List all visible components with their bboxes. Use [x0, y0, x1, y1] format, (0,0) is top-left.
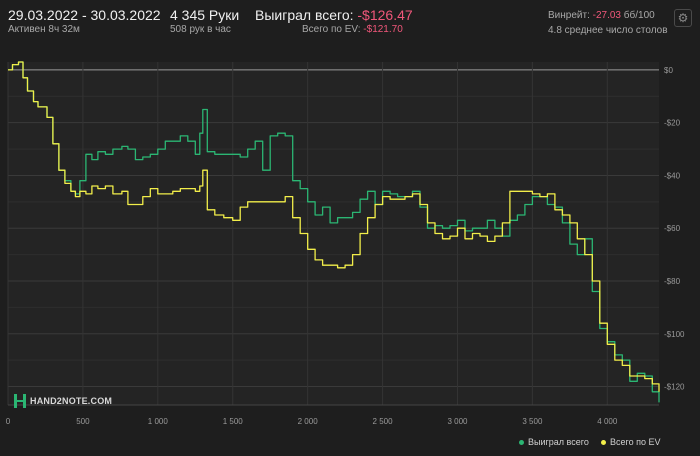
winrate-value: -27.03	[592, 10, 621, 21]
hand2note-logo-icon	[14, 394, 26, 408]
x-tick-label: 0	[6, 417, 11, 426]
legend-won-marker	[519, 440, 524, 446]
winrate-label: Винрейт:	[548, 10, 590, 21]
x-tick-label: 2 500	[373, 417, 394, 426]
winrate-unit: бб/100	[623, 10, 655, 21]
ev-total: Всего по EV: -$121.70	[302, 24, 403, 35]
series-won-line	[8, 61, 660, 403]
x-tick-label: 4 000	[597, 417, 618, 426]
x-tick-label: 2 000	[298, 417, 319, 426]
avg-tables: 4.8 среднее число столов	[548, 25, 668, 36]
legend-ev: Всего по EV	[601, 437, 660, 447]
hand2note-logo-text: HAND2NOTE.COM	[30, 396, 113, 406]
series-ev-line	[8, 61, 660, 392]
hands-per-hour: 508 рук в час	[170, 24, 231, 35]
x-tick-label: 1 000	[148, 417, 169, 426]
gear-icon[interactable]: ⚙	[674, 9, 692, 27]
won-total: Выиграл всего: -$126.47	[255, 7, 413, 23]
legend-ev-marker	[601, 440, 606, 446]
winrate: Винрейт: -27.03 бб/100	[548, 10, 655, 21]
x-tick-label: 1 500	[223, 417, 244, 426]
won-total-label: Выиграл всего:	[255, 7, 354, 23]
x-tick-label: 500	[76, 417, 90, 426]
date-range: 29.03.2022 - 30.03.2022	[8, 7, 161, 23]
legend-won: Выиграл всего	[519, 437, 589, 447]
won-total-value: -$126.47	[357, 7, 413, 23]
legend-ev-label: Всего по EV	[610, 437, 661, 447]
y-tick-label: -$20	[664, 119, 681, 128]
hand2note-logo: HAND2NOTE.COM	[14, 394, 112, 408]
y-tick-label: -$40	[664, 171, 681, 180]
y-tick-label: -$60	[664, 224, 681, 233]
hands-count: 4 345 Руки	[170, 7, 240, 23]
y-tick-label: -$100	[664, 330, 685, 339]
x-tick-label: 3 500	[522, 417, 543, 426]
plot-area	[8, 62, 659, 405]
legend-won-label: Выиграл всего	[528, 437, 589, 447]
ev-total-label: Всего по EV:	[302, 24, 361, 35]
y-tick-label: -$120	[664, 383, 685, 392]
y-tick-label: $0	[664, 66, 673, 75]
ev-total-value: -$121.70	[363, 24, 403, 35]
y-tick-label: -$80	[664, 277, 681, 286]
x-tick-label: 3 000	[447, 417, 468, 426]
active-time: Активен 8ч 32м	[8, 24, 80, 35]
